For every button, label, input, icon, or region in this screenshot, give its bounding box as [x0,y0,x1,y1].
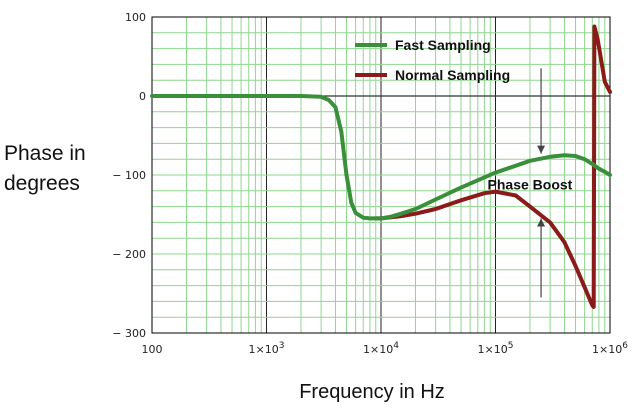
series-group [150,24,612,309]
annotation-phase-boost: Phase Boost [488,176,573,192]
annotation-arrow-head [537,218,546,227]
y-tick-label: − 200 [112,248,146,261]
x-tick-label: 1×105 [478,341,514,356]
legend: Fast Sampling Normal Sampling [355,37,510,83]
y-tick-label: − 100 [112,169,146,182]
x-tick-label: 100 [142,343,163,356]
y-axis-title-line2: degrees [4,172,80,195]
y-tick-label: 0 [139,90,146,103]
legend-label: Normal Sampling [395,67,510,83]
y-axis-title-line1: Phase in [4,142,86,165]
x-tick-label: 1×104 [363,341,399,356]
legend-label: Fast Sampling [395,37,491,53]
y-tick-label: 100 [125,11,146,24]
series-line-normal-sampling [373,24,612,309]
y-tick-label: − 300 [112,327,146,340]
x-tick-label: 1×106 [592,341,628,356]
y-tick-labels: 100 0 − 100 − 200 − 300 [112,11,146,340]
x-tick-labels: 100 1×103 1×104 1×105 1×106 [142,341,629,356]
annotation-arrow-head [537,145,546,154]
x-tick-label: 1×103 [249,341,285,356]
annotations: Phase Boost [488,68,573,298]
series-line-fast-sampling [150,94,612,221]
x-axis-title: Frequency in Hz [299,381,445,403]
